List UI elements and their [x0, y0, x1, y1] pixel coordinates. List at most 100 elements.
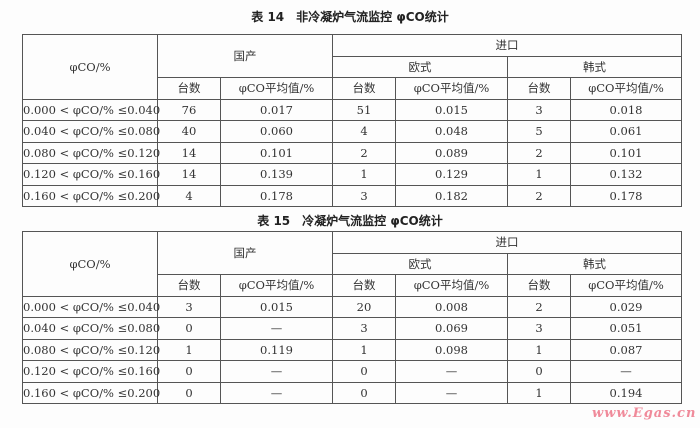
value-cell-e-n: 3 [332, 317, 396, 340]
value-cell-e-n: 51 [332, 98, 396, 121]
value-cell-d-n: 14 [157, 141, 221, 164]
value-cell-k-n: 2 [507, 184, 571, 207]
value-cell-e-avg: — [395, 381, 508, 404]
value-cell-d-n: 1 [157, 338, 221, 361]
value-cell-k-avg: 0.061 [570, 120, 682, 143]
value-cell-e-n: 0 [332, 360, 396, 383]
table-row: 0.120 < φCO/% ≤0.160 0—0—0— [22, 360, 682, 383]
value-cell-k-avg: — [570, 360, 682, 383]
value-cell-d-avg: 0.119 [220, 338, 333, 361]
value-cell-k-avg: 0.087 [570, 338, 682, 361]
range-cell: 0.000 < φCO/% ≤0.040 [22, 295, 160, 318]
header-europe-avg: φCO平均值/% [395, 274, 508, 297]
value-cell-e-avg: 0.182 [395, 184, 508, 207]
value-cell-k-avg: 0.132 [570, 163, 682, 186]
value-cell-e-avg: 0.098 [395, 338, 508, 361]
value-cell-e-n: 3 [332, 184, 396, 207]
value-cell-k-n: 0 [507, 360, 571, 383]
header-korea: 韩式 [507, 55, 682, 78]
value-cell-d-n: 40 [157, 120, 221, 143]
header-korea-avg: φCO平均值/% [570, 77, 682, 100]
header-import: 进口 [332, 231, 682, 254]
value-cell-k-avg: 0.029 [570, 295, 682, 318]
table-15-title: 表 15 冷凝炉气流监控 φCO统计 [257, 214, 443, 228]
value-cell-e-n: 20 [332, 295, 396, 318]
table-row: 0.000 < φCO/% ≤0.040 76 0.017 51 0.015 3 0.018 [22, 98, 682, 121]
range-cell: 0.000 < φCO/% ≤0.040 [22, 98, 160, 121]
range-cell: 0.040 < φCO/% ≤0.080 [22, 317, 160, 340]
value-cell-d-avg: — [220, 360, 333, 383]
value-cell-k-avg: 0.178 [570, 184, 682, 207]
value-cell-k-avg: 0.101 [570, 141, 682, 164]
range-cell: 0.160 < φCO/% ≤0.200 [22, 184, 160, 207]
value-cell-d-avg: 0.060 [220, 120, 333, 143]
value-cell-e-avg: 0.008 [395, 295, 508, 318]
table-row: 0.160 < φCO/% ≤0.200 4 0.178 3 0.182 2 0.178 [22, 184, 682, 207]
value-cell-e-n: 1 [332, 163, 396, 186]
value-cell-e-n: 4 [332, 120, 396, 143]
value-cell-k-avg: 0.051 [570, 317, 682, 340]
range-cell: 0.120 < φCO/% ≤0.160 [22, 360, 160, 383]
header-domestic-avg: φCO平均值/% [220, 77, 333, 100]
value-cell-d-avg: 0.178 [220, 184, 333, 207]
value-cell-d-n: 0 [157, 360, 221, 383]
value-cell-e-n: 0 [332, 381, 396, 404]
header-korea-count: 台数 [507, 274, 571, 297]
value-cell-d-n: 3 [157, 295, 221, 318]
header-domestic: 国产 [157, 231, 333, 275]
value-cell-e-avg: — [395, 360, 508, 383]
value-cell-e-avg: 0.129 [395, 163, 508, 186]
value-cell-e-avg: 0.089 [395, 141, 508, 164]
header-europe-avg: φCO平均值/% [395, 77, 508, 100]
table-15: φCO/% 国产 进口 欧式 韩式 台数 φCO平均值/% 台数 φCO平均值/% 台数 φCO平均… [22, 231, 682, 404]
header-korea-count: 台数 [507, 77, 571, 100]
value-cell-k-n: 5 [507, 120, 571, 143]
value-cell-k-n: 2 [507, 295, 571, 318]
table-row: 0.120 < φCO/% ≤0.160 14 0.139 1 0.129 1 0.132 [22, 163, 682, 186]
value-cell-d-n: 76 [157, 98, 221, 121]
range-cell: 0.080 < φCO/% ≤0.120 [22, 338, 160, 361]
header-param: φCO/% [22, 231, 158, 297]
range-cell: 0.040 < φCO/% ≤0.080 [22, 120, 160, 143]
header-param: φCO/% [22, 34, 158, 100]
table-14: φCO/% 国产 进口 欧式 韩式 台数 φCO平均值/% 台数 φCO平均值/% 台数 φCO平均… [22, 34, 682, 207]
header-europe-count: 台数 [332, 274, 396, 297]
value-cell-d-avg: 0.015 [220, 295, 333, 318]
header-domestic-count: 台数 [157, 274, 221, 297]
value-cell-d-avg: — [220, 381, 333, 404]
header-korea: 韩式 [507, 252, 682, 275]
value-cell-e-avg: 0.069 [395, 317, 508, 340]
table-row: 0.160 < φCO/% ≤0.200 0—0—1 0.194 [22, 381, 682, 404]
header-korea-avg: φCO平均值/% [570, 274, 682, 297]
value-cell-e-avg: 0.048 [395, 120, 508, 143]
value-cell-d-avg: — [220, 317, 333, 340]
header-europe: 欧式 [332, 55, 508, 78]
value-cell-k-n: 1 [507, 338, 571, 361]
value-cell-d-n: 0 [157, 317, 221, 340]
header-domestic: 国产 [157, 34, 333, 78]
header-domestic-count: 台数 [157, 77, 221, 100]
range-cell: 0.160 < φCO/% ≤0.200 [22, 381, 160, 404]
table-14-title: 表 14 非冷凝炉气流监控 φCO统计 [251, 10, 449, 24]
table-row: 0.040 < φCO/% ≤0.080 0—3 0.069 3 0.051 [22, 317, 682, 340]
value-cell-k-n: 3 [507, 317, 571, 340]
value-cell-k-avg: 0.018 [570, 98, 682, 121]
value-cell-k-n: 1 [507, 163, 571, 186]
table-row: 0.040 < φCO/% ≤0.080 40 0.060 4 0.048 5 0.061 [22, 120, 682, 143]
value-cell-d-n: 4 [157, 184, 221, 207]
header-europe-count: 台数 [332, 77, 396, 100]
range-cell: 0.120 < φCO/% ≤0.160 [22, 163, 160, 186]
header-import: 进口 [332, 34, 682, 57]
table-row: 0.000 < φCO/% ≤0.040 3 0.015 20 0.008 2 0.029 [22, 295, 682, 318]
watermark: www.Egas.cn [592, 406, 697, 421]
range-cell: 0.080 < φCO/% ≤0.120 [22, 141, 160, 164]
value-cell-d-n: 0 [157, 381, 221, 404]
header-domestic-avg: φCO平均值/% [220, 274, 333, 297]
value-cell-k-n: 3 [507, 98, 571, 121]
value-cell-k-n: 1 [507, 381, 571, 404]
value-cell-e-n: 2 [332, 141, 396, 164]
value-cell-d-avg: 0.101 [220, 141, 333, 164]
header-europe: 欧式 [332, 252, 508, 275]
value-cell-k-avg: 0.194 [570, 381, 682, 404]
